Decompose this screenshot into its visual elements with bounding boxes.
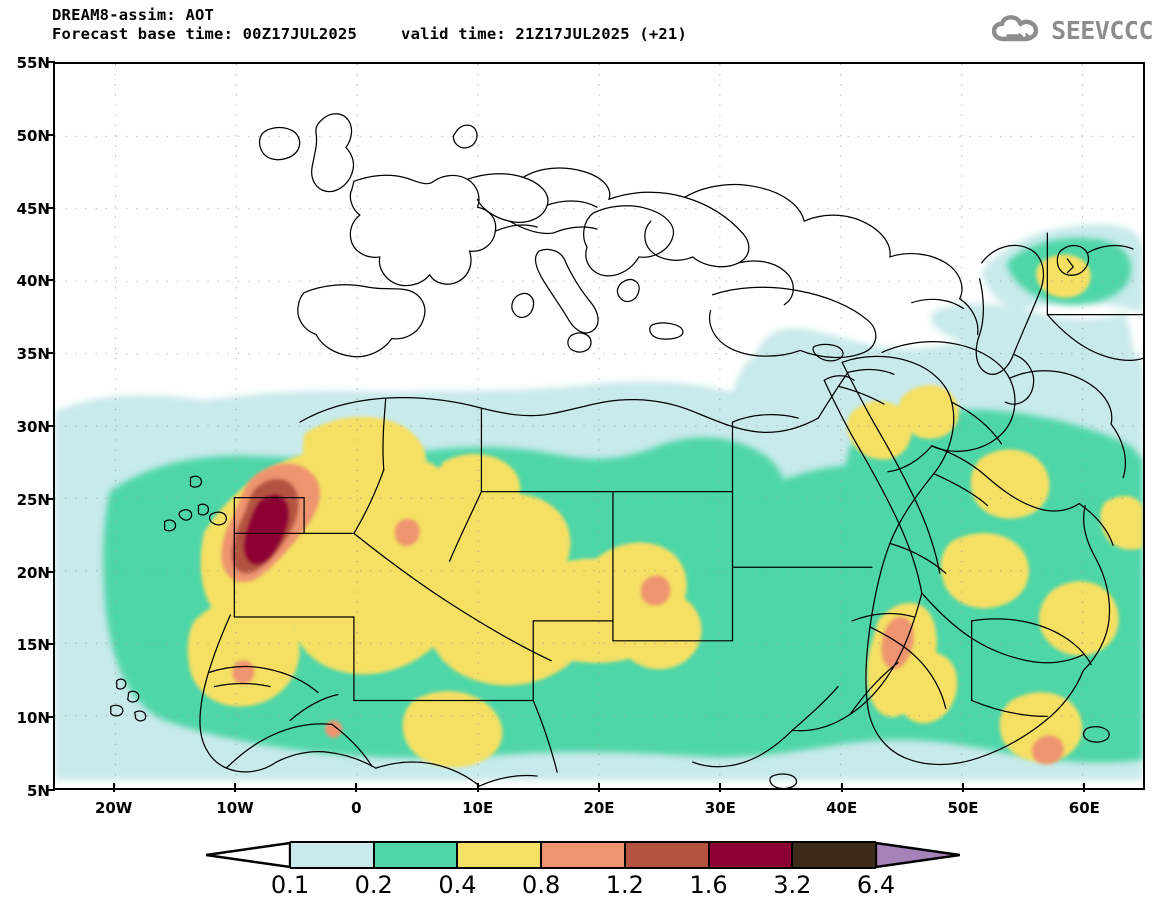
y-tick-label: 5N — [27, 782, 50, 800]
y-tick-mark — [46, 716, 55, 719]
y-tick-label: 25N — [16, 490, 50, 509]
aot-band-0p4 — [187, 254, 1143, 768]
colorbar-tick-label: 1.6 — [689, 871, 728, 899]
colorbar-segment — [290, 841, 374, 869]
aot-map — [55, 64, 1143, 788]
x-tick-mark — [719, 783, 722, 792]
x-tick-mark — [355, 783, 358, 792]
y-tick-label: 40N — [16, 272, 50, 291]
x-tick-label: 10W — [216, 799, 254, 817]
colorbar-tick-label: 3.2 — [773, 871, 812, 899]
forecast-base-time: Forecast base time: 00Z17JUL2025 — [52, 25, 358, 43]
map-plot-area[interactable] — [53, 62, 1145, 790]
y-tick-mark — [46, 789, 55, 791]
x-tick-label: 30E — [704, 799, 736, 817]
chart-header: DREAM8-assim: AOT Forecast base time: 00… — [52, 6, 952, 44]
y-tick-label: 35N — [16, 345, 50, 364]
colorbar-segment — [792, 841, 876, 869]
x-tick-label: 60E — [1068, 799, 1100, 817]
y-tick-label: 50N — [16, 126, 50, 145]
logo-text: SEEVCCC — [1051, 15, 1153, 45]
colorbar-segment — [373, 841, 458, 869]
colorbar-tick-label: 0.8 — [522, 871, 561, 899]
y-tick-mark — [46, 133, 55, 136]
colorbar-tick-label: 0.1 — [270, 871, 310, 899]
y-tick-label: 15N — [16, 636, 50, 655]
x-tick-mark — [598, 783, 600, 792]
y-tick-label: 20N — [16, 563, 50, 582]
colorbar-tick-label: 0.2 — [354, 871, 393, 899]
y-tick-mark — [46, 643, 55, 646]
x-tick-mark — [112, 783, 115, 792]
x-tick-mark — [234, 783, 236, 792]
x-tick-label: 10E — [462, 799, 494, 817]
y-tick-mark — [46, 352, 55, 355]
model-title: DREAM8-assim: AOT — [52, 6, 215, 24]
header-spacer — [357, 25, 401, 44]
x-tick-mark — [476, 783, 479, 792]
y-tick-mark — [46, 425, 55, 427]
colorbar-segment — [457, 841, 542, 869]
colorbar-tick-label: 0.4 — [438, 871, 477, 899]
colorbar-segment — [624, 841, 709, 869]
y-tick-mark — [46, 570, 55, 573]
y-tick-mark — [46, 61, 55, 63]
colorbar-segment — [708, 841, 793, 869]
colorbar-tick-label: 1.2 — [605, 871, 644, 899]
x-tick-mark — [1083, 783, 1086, 792]
seevccc-logo: SEEVCCC — [992, 10, 1153, 50]
y-tick-label: 45N — [16, 199, 50, 218]
aot-band-1p6 — [244, 495, 289, 565]
valid-time: valid time: 21Z17JUL2025 (+21) — [401, 25, 687, 43]
y-tick-mark — [46, 279, 55, 282]
colorbar[interactable]: 0.1 0.2 0.4 0.8 1.2 1.6 3.2 6.4 — [206, 841, 960, 899]
x-tick-label: 20E — [583, 799, 615, 817]
x-tick-mark — [840, 783, 843, 792]
colorbar-tick-label: 6.4 — [856, 871, 896, 899]
cloud-icon — [992, 15, 1039, 42]
time-line: Forecast base time: 00Z17JUL2025 valid t… — [52, 25, 952, 44]
coastlines-and-borders — [110, 113, 1143, 788]
colorbar-segment — [541, 841, 625, 869]
y-tick-mark — [46, 206, 55, 209]
x-tick-label: 40E — [826, 799, 858, 817]
x-tick-label: 50E — [947, 799, 979, 817]
y-tick-mark — [46, 497, 55, 500]
x-tick-label: 0 — [351, 799, 362, 817]
x-tick-label: 20W — [94, 799, 133, 817]
y-tick-label: 10N — [16, 709, 50, 728]
y-tick-label: 30N — [16, 418, 50, 436]
x-tick-mark — [962, 783, 964, 792]
y-tick-label: 55N — [16, 54, 50, 72]
